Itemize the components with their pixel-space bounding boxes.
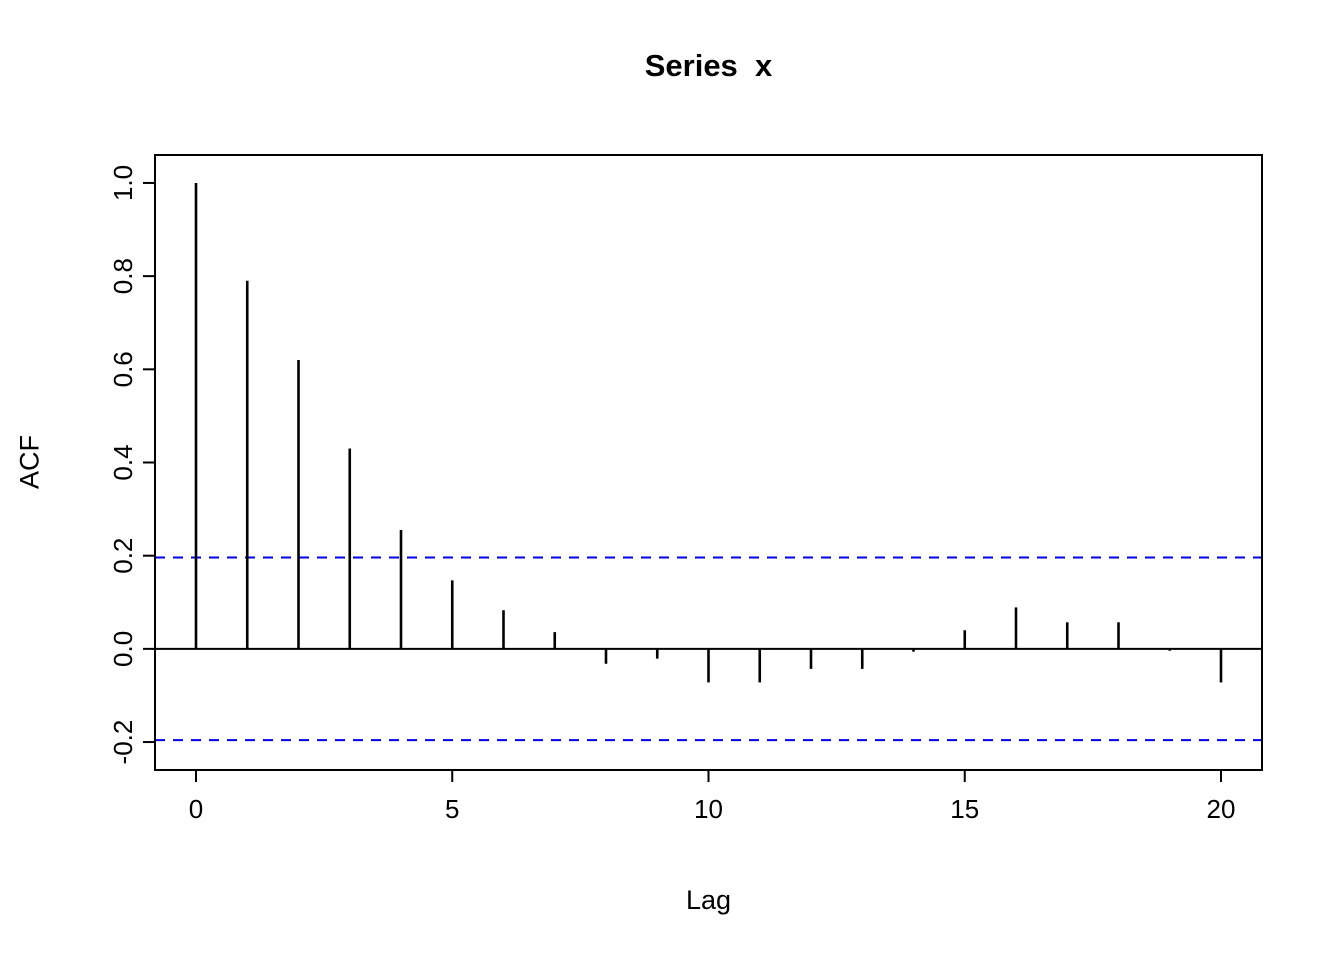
y-tick-label: 1.0 bbox=[108, 165, 138, 201]
y-tick-label: 0.0 bbox=[108, 631, 138, 667]
y-tick-label: 0.4 bbox=[108, 444, 138, 480]
chart-title: Series x bbox=[644, 48, 773, 83]
y-tick-label: 0.8 bbox=[108, 258, 138, 294]
x-tick-label: 0 bbox=[189, 794, 203, 824]
y-tick-label: 0.2 bbox=[108, 538, 138, 574]
x-axis-label: Lag bbox=[685, 885, 732, 915]
y-tick-label: -0.2 bbox=[108, 720, 138, 765]
x-tick-label: 10 bbox=[694, 794, 723, 824]
x-tick-label: 15 bbox=[950, 794, 979, 824]
x-tick-label: 20 bbox=[1207, 794, 1236, 824]
y-tick-label: 0.6 bbox=[108, 351, 138, 387]
x-tick-label: 5 bbox=[445, 794, 459, 824]
y-axis-label: ACF bbox=[14, 435, 45, 489]
